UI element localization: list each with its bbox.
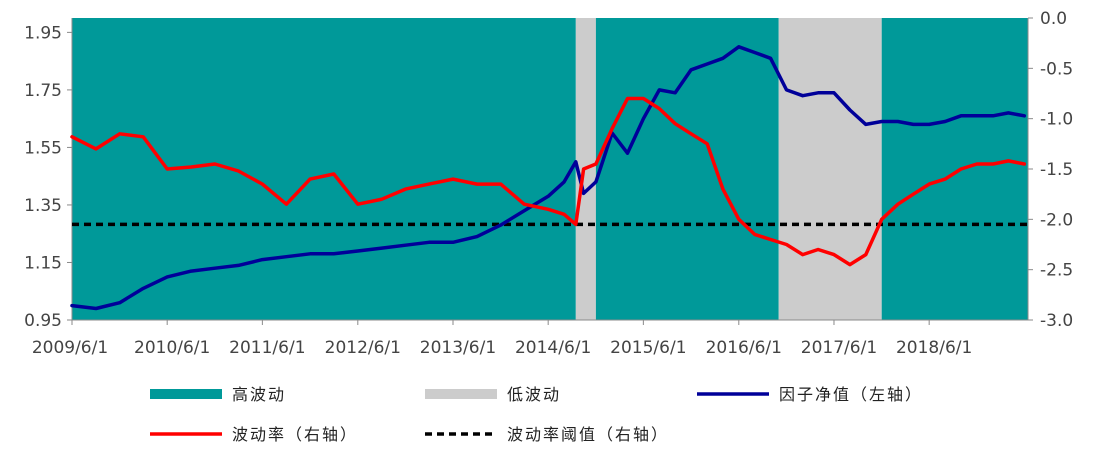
x-tick-label: 2016/6/1 xyxy=(706,338,782,358)
x-tick-label: 2010/6/1 xyxy=(134,338,210,358)
x-tick-label: 2018/6/1 xyxy=(896,338,972,358)
plot-axes xyxy=(67,17,1033,325)
x-tick-label: 2014/6/1 xyxy=(515,338,591,358)
regime-band-high xyxy=(881,18,1028,320)
right-tick-label: -2.5 xyxy=(1040,261,1073,281)
x-tick-label: 2017/6/1 xyxy=(801,338,877,358)
left-tick-label: 0.95 xyxy=(24,311,62,331)
legend-label: 高波动 xyxy=(232,385,286,404)
regime-band-high xyxy=(595,18,779,320)
legend-label: 因子净值（左轴） xyxy=(779,385,923,404)
right-tick-labels: 0.0 -0.5 -1.0 -1.5 -2.0 -2.5 -3.0 xyxy=(1040,9,1073,331)
x-tick-label: 2013/6/1 xyxy=(420,338,496,358)
legend-swatch-low_vol xyxy=(425,389,497,399)
left-tick-label: 1.15 xyxy=(24,253,62,273)
right-tick-label: -3.0 xyxy=(1040,311,1073,331)
regime-bands xyxy=(72,18,1028,320)
x-tick-label: 2012/6/1 xyxy=(325,338,401,358)
series-layer xyxy=(70,45,1027,311)
x-tick-label: 2015/6/1 xyxy=(610,338,686,358)
left-tick-label: 1.95 xyxy=(24,23,62,43)
right-tick-label: -2.0 xyxy=(1040,210,1073,230)
x-tick-label: 2009/6/1 xyxy=(32,338,108,358)
legend-label: 波动率（右轴） xyxy=(232,425,358,444)
right-tick-label: -1.5 xyxy=(1040,160,1073,180)
right-tick-label: -1.0 xyxy=(1040,110,1073,130)
left-tick-labels: 0.95 1.15 1.35 1.55 1.75 1.95 xyxy=(24,23,62,331)
right-tick-label: 0.0 xyxy=(1040,9,1067,29)
left-tick-label: 1.75 xyxy=(24,81,62,101)
x-tick-label: 2011/6/1 xyxy=(229,338,305,358)
legend-swatch-high_vol xyxy=(150,389,222,399)
right-tick-label: -0.5 xyxy=(1040,59,1073,79)
volatility-line xyxy=(70,96,1027,267)
regime-band-low xyxy=(778,18,882,320)
legend-label: 低波动 xyxy=(507,385,561,404)
left-tick-label: 1.55 xyxy=(24,138,62,158)
legend: 高波动 低波动 因子净值（左轴） 波动率（右轴） 波动率阈值（右轴） xyxy=(150,385,923,444)
x-tick-labels: 2009/6/1 2010/6/1 2011/6/1 2012/6/1 2013/6/1… xyxy=(32,338,973,358)
legend-label: 波动率阈值（右轴） xyxy=(507,425,669,444)
regime-band-high xyxy=(72,18,576,320)
factor-nav-line xyxy=(70,45,1027,311)
left-tick-label: 1.35 xyxy=(24,196,62,216)
